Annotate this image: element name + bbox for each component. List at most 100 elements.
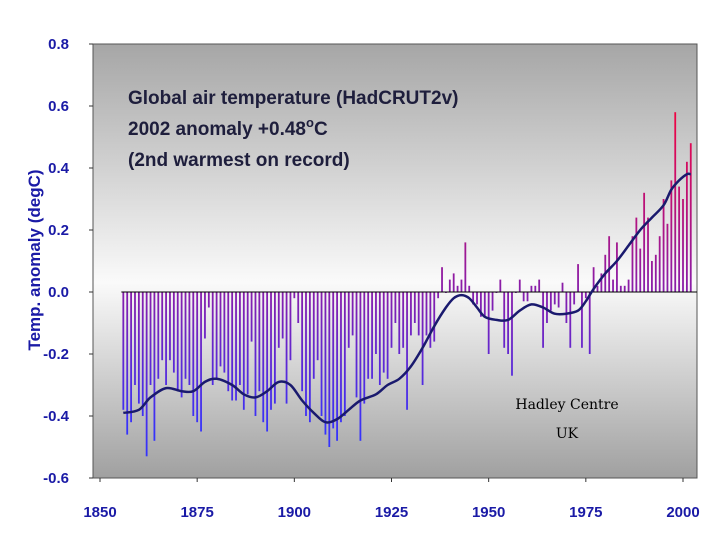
bar-1951 [491, 292, 494, 311]
bar-1896 [277, 292, 280, 348]
bar-1979 [600, 273, 603, 292]
bar-1969 [561, 282, 564, 292]
y-axis-ticks: 0.8 0.6 0.4 0.2 0.0 -0.2 -0.4 -0.6 [43, 36, 93, 487]
bar-1921 [375, 292, 377, 354]
bar-1943 [460, 279, 463, 292]
bar-1927 [398, 292, 401, 354]
x-tick-label: 1900 [278, 504, 311, 521]
x-tick-label: 2000 [666, 504, 699, 521]
bar-1882 [223, 292, 226, 373]
y-axis-title: Temp. anomaly (degC) [25, 169, 44, 350]
bar-1995 [662, 199, 665, 292]
x-tick-label: 1925 [375, 504, 408, 521]
bar-1917 [359, 292, 362, 441]
bar-1900 [293, 292, 296, 299]
bar-1867 [165, 292, 167, 385]
bar-1908 [324, 292, 327, 435]
y-tick-label: 0.4 [48, 160, 70, 177]
bar-1866 [161, 292, 164, 361]
bar-1977 [592, 267, 595, 292]
unit-symbol: C [314, 119, 328, 140]
bar-1880 [215, 292, 218, 379]
bar-1871 [180, 292, 183, 398]
bar-1999 [678, 186, 681, 292]
y-tick-label: 0.6 [48, 98, 69, 115]
x-tick-label: 1975 [569, 504, 602, 521]
bar-1998 [674, 112, 677, 292]
bar-1884 [231, 292, 234, 401]
bar-1935 [429, 292, 432, 348]
bar-1858 [130, 292, 132, 423]
bar-1972 [573, 292, 576, 305]
bar-2000 [682, 199, 684, 292]
y-tick-label: 0.2 [48, 222, 69, 239]
bar-1984 [619, 285, 622, 292]
bar-1903 [305, 292, 307, 416]
bar-1929 [406, 292, 408, 410]
bar-1905 [312, 292, 315, 379]
bar-1956 [511, 292, 513, 376]
bar-1976 [588, 292, 591, 354]
bar-1930 [410, 292, 412, 336]
y-tick-label: 0.0 [48, 284, 69, 301]
bar-1856 [122, 292, 125, 410]
x-tick-label: 1875 [180, 504, 213, 521]
bar-1978 [596, 285, 599, 292]
bar-1883 [227, 292, 230, 392]
bar-1991 [647, 217, 649, 292]
bar-1947 [476, 292, 478, 305]
bar-1904 [308, 292, 311, 423]
bar-1938 [441, 267, 443, 292]
bar-1873 [188, 292, 191, 385]
bar-1985 [623, 285, 626, 292]
bar-1923 [382, 292, 385, 373]
bar-1958 [518, 279, 521, 292]
bar-1894 [270, 292, 272, 410]
bar-1875 [196, 292, 199, 423]
bar-1946 [472, 292, 475, 305]
bar-1967 [553, 292, 556, 305]
bar-1944 [464, 242, 467, 292]
bar-1933 [421, 292, 424, 385]
y-tick-label: -0.4 [43, 408, 70, 425]
bar-1886 [239, 292, 241, 385]
bar-1877 [204, 292, 206, 339]
bar-1888 [246, 292, 249, 395]
bar-1901 [297, 292, 300, 323]
bar-1865 [157, 292, 160, 379]
bar-1988 [635, 217, 638, 292]
bar-1876 [200, 292, 202, 432]
bar-1959 [522, 292, 525, 302]
chart-title-line-2: 2002 anomaly +0.48oC [128, 115, 328, 140]
y-tick-label: -0.6 [43, 470, 69, 487]
bar-1910 [332, 292, 335, 429]
bar-1997 [670, 180, 673, 292]
y-tick-label: 0.8 [48, 36, 69, 53]
bar-1964 [542, 292, 544, 348]
bar-2001 [685, 161, 688, 292]
bar-1891 [258, 292, 261, 392]
bar-1996 [666, 223, 669, 292]
bar-1868 [169, 292, 171, 361]
bar-1953 [499, 279, 502, 292]
bar-1941 [452, 273, 455, 292]
bar-1974 [581, 292, 583, 348]
bar-1920 [371, 292, 373, 379]
bar-1874 [192, 292, 195, 416]
bar-1971 [569, 292, 572, 348]
bar-1889 [250, 292, 253, 342]
bar-1986 [627, 279, 630, 292]
bar-1887 [242, 292, 245, 410]
bar-1942 [456, 285, 459, 292]
bar-1925 [390, 292, 393, 348]
bar-1993 [654, 254, 657, 292]
bar-1981 [608, 236, 611, 292]
bar-1950 [487, 292, 490, 354]
x-axis-ticks: 1850 1875 1900 1925 1950 1975 2000 [83, 478, 700, 521]
bar-1872 [184, 292, 187, 379]
bar-1857 [126, 292, 129, 435]
bar-1898 [285, 292, 288, 404]
bar-1915 [351, 292, 354, 336]
bar-1914 [347, 292, 350, 348]
